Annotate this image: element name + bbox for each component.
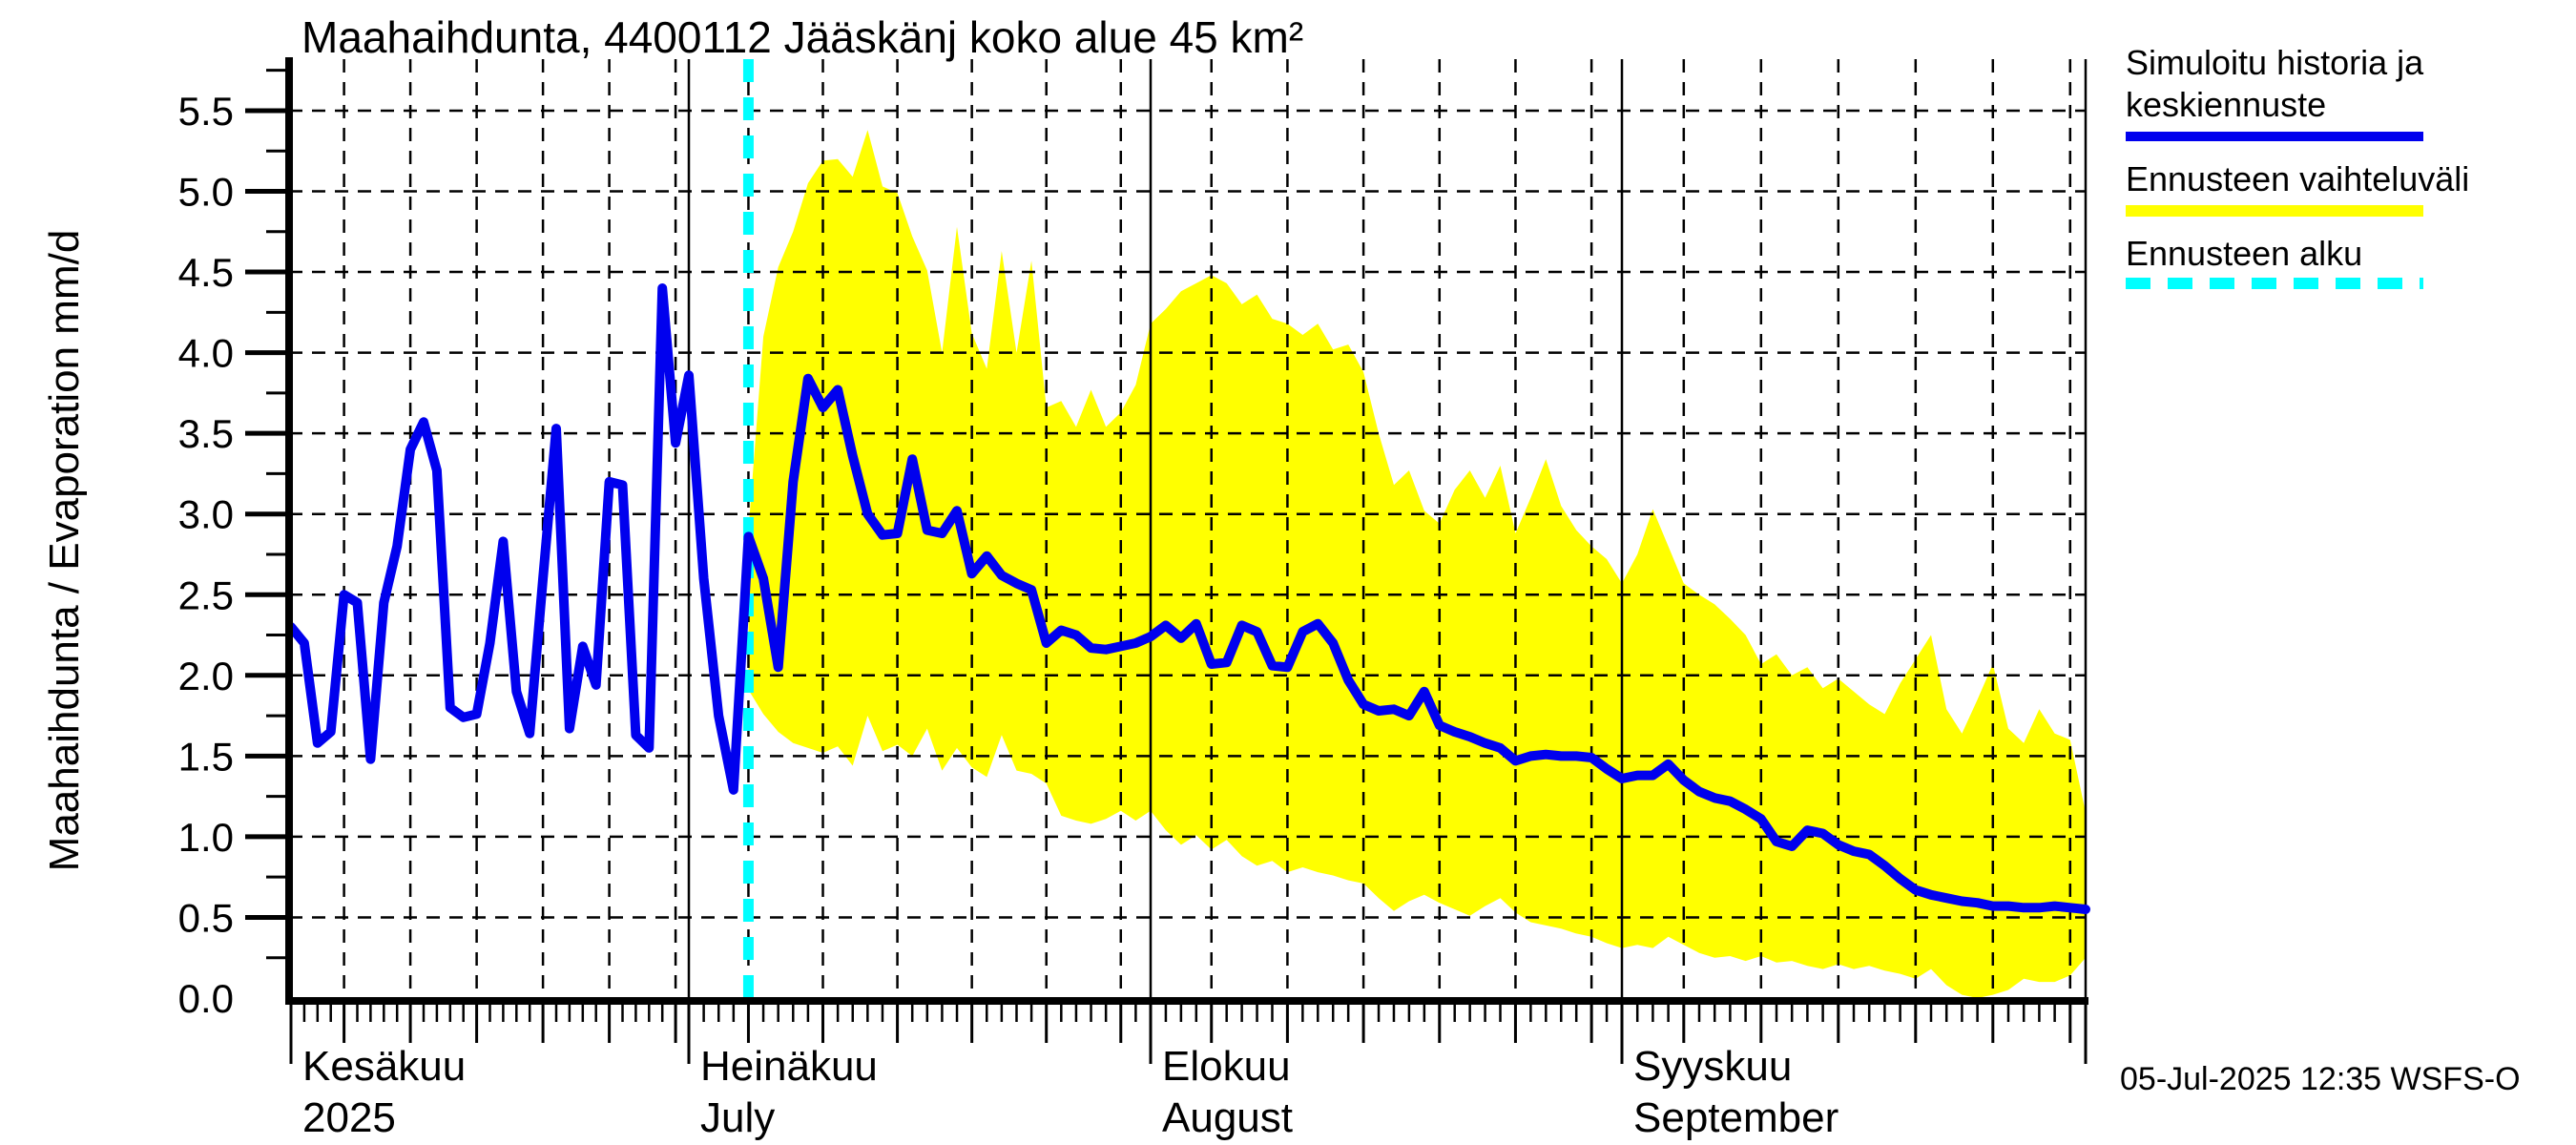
legend-history-label-line1: Simuloitu historia ja [2126, 43, 2424, 82]
y-tick-label: 0.5 [178, 895, 234, 940]
x-month-label: Kesäkuu [302, 1043, 466, 1090]
y-tick-label: 5.5 [178, 89, 234, 134]
x-month-sublabel: July [700, 1094, 775, 1141]
axes-layer [285, 57, 2088, 1005]
y-axis-label: Maahaihdunta / Evaporation mm/d [41, 230, 88, 872]
y-tick-label: 4.5 [178, 250, 234, 295]
ytick-label-layer: 0.0 0.5 1.0 1.5 2.0 2.5 3.0 3.5 4.0 4.5 5.0 5.5 [178, 89, 234, 1021]
legend-start-label: Ennusteen alku [2126, 234, 2362, 273]
y-tick-label: 4.0 [178, 331, 234, 376]
y-tick-label: 2.0 [178, 654, 234, 698]
y-tick-label: 1.5 [178, 734, 234, 779]
history-median-line-layer [286, 283, 2090, 914]
y-tick-label: 5.0 [178, 170, 234, 215]
chart-title: Maahaihdunta, 4400112 Jääskänj koko alue… [301, 12, 1303, 62]
y-tick-label: 3.0 [178, 492, 234, 537]
x-month-label: Heinäkuu [700, 1043, 878, 1090]
legend: Simuloitu historia ja keskiennuste Ennus… [2126, 43, 2469, 289]
y-tick-label: 3.5 [178, 411, 234, 456]
y-tick-label: 1.0 [178, 815, 234, 860]
forecast-range-band [748, 130, 2086, 998]
forecast-range-band-layer [748, 130, 2086, 998]
legend-range-label: Ennusteen vaihteluväli [2126, 159, 2469, 198]
history-median-line [286, 283, 2090, 914]
y-tick-label: 0.0 [178, 976, 234, 1021]
timestamp: 05-Jul-2025 12:35 WSFS-O [2120, 1061, 2521, 1097]
x-month-label: Syyskuu [1633, 1043, 1792, 1090]
y-tick-label: 2.5 [178, 572, 234, 617]
x-month-sublabel: 2025 [302, 1094, 396, 1141]
x-month-sublabel: September [1633, 1094, 1839, 1141]
tick-layer [245, 69, 2088, 1064]
x-month-label: Elokuu [1162, 1043, 1291, 1090]
legend-history-label-line2: keskiennuste [2126, 85, 2326, 124]
x-month-sublabel: August [1162, 1094, 1293, 1141]
